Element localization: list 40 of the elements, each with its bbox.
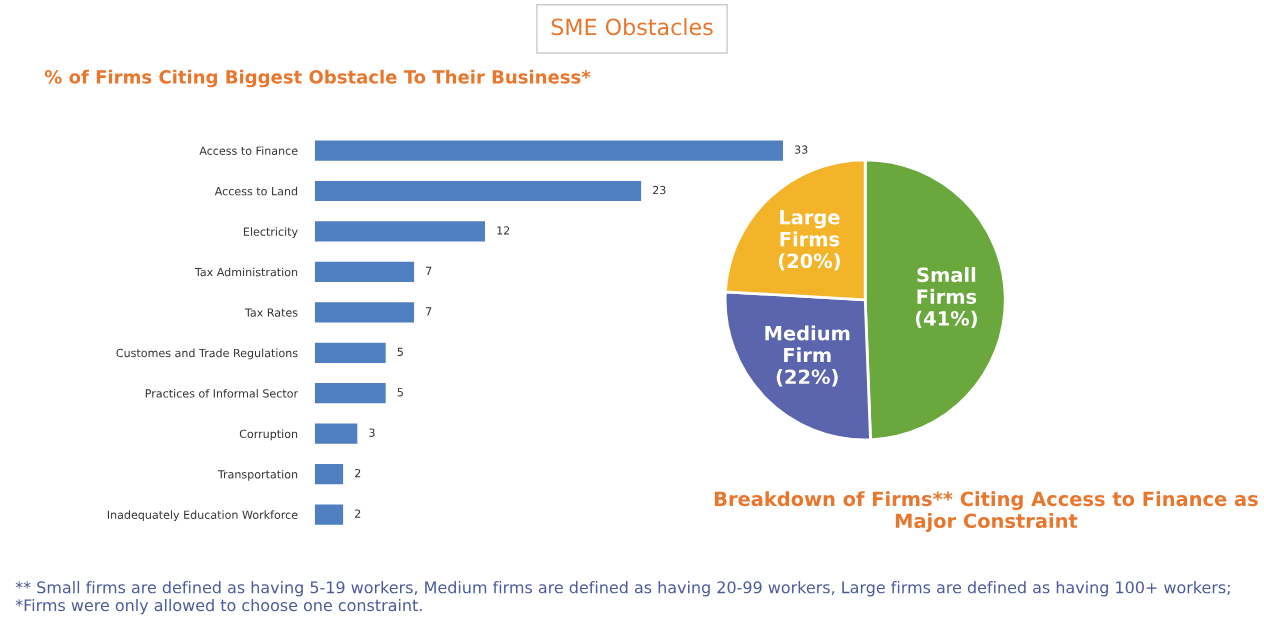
y-tick-label: Electricity — [243, 227, 298, 238]
chart-title: % of Firms Citing Biggest Obstacle To Their Business* — [44, 69, 591, 88]
data-label: 23 — [653, 185, 666, 195]
bar — [314, 221, 486, 242]
y-tick-label: Inadequately Education Workforce — [107, 510, 298, 522]
y-tick-label: Tax Rates — [244, 308, 298, 317]
bar — [314, 302, 415, 323]
bar — [314, 383, 386, 404]
data-label: 2 — [355, 509, 361, 518]
bar — [314, 504, 344, 525]
y-tick-label: Corruption — [239, 429, 298, 441]
slice-label: Small Firms — [917, 267, 977, 304]
data-label: 12 — [497, 226, 510, 235]
data-label: 2 — [355, 468, 361, 478]
data-label: 7 — [426, 307, 432, 316]
data-label: 5 — [397, 388, 403, 397]
data-label: 3 — [369, 428, 375, 437]
data-label: (22%) — [776, 369, 838, 387]
bar — [314, 423, 358, 444]
text: Breakdown of Firms** Citing Access to Finance as Major Constraint — [714, 491, 1258, 533]
bar — [314, 464, 344, 485]
y-tick-label: Customes and Trade Regulations — [116, 348, 298, 360]
data-label: (41%) — [915, 310, 977, 328]
text: SME Obstacles — [551, 18, 713, 36]
y-tick-label: Access to Finance — [199, 146, 298, 155]
y-tick-label: Tax Administration — [194, 267, 298, 277]
data-label: 33 — [794, 145, 808, 154]
text: ** Small firms are defined as having 5-19 workers, Medium firms are defined as having 20-99 workers, Large firms are defined as having 100+ workers; *Firms were only allowed to choose one constraint. — [15, 581, 1230, 615]
bar — [314, 261, 415, 282]
data-label: 7 — [426, 266, 432, 275]
bar — [314, 180, 642, 202]
data-label: (20%) — [778, 253, 840, 271]
slice-label: Large Firms — [780, 210, 840, 247]
data-label: 5 — [397, 347, 403, 356]
bar — [314, 342, 386, 363]
bar — [314, 140, 784, 161]
y-tick-label: Access to Land — [214, 186, 298, 196]
slice-label: Medium Firm — [765, 325, 850, 363]
y-tick-label: Transportation — [217, 469, 298, 481]
y-tick-label: Practices of Informal Sector — [145, 389, 299, 398]
